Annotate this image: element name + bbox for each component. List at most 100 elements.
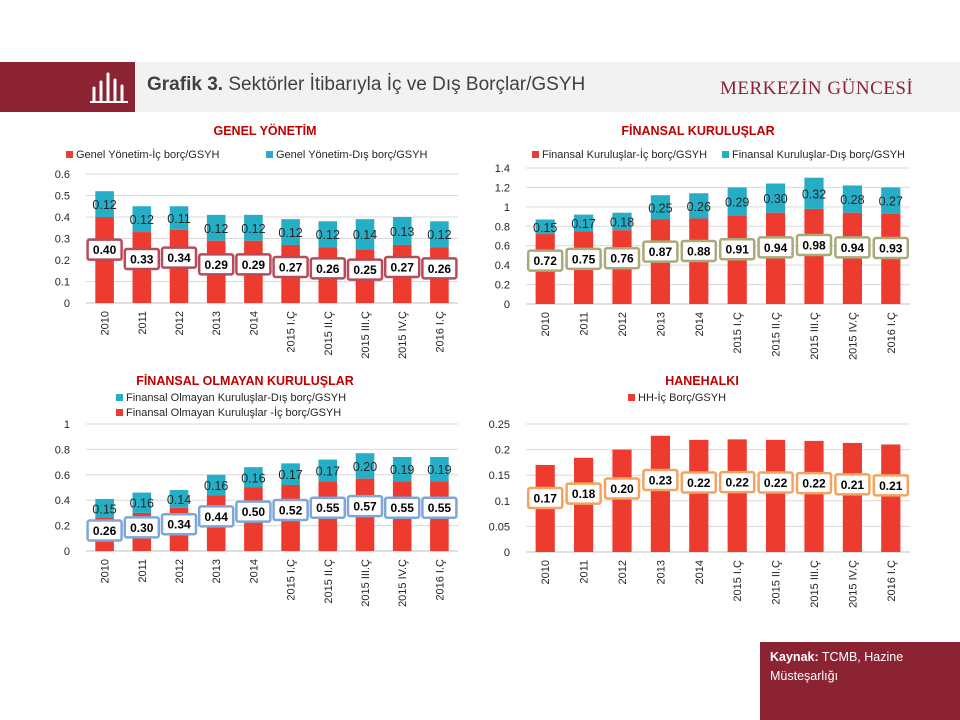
data-label: 0.34 — [167, 518, 191, 532]
data-label: 0.30 — [130, 521, 154, 535]
x-tick-label: 2015 I.Ç — [286, 559, 298, 601]
y-tick-label: 0.15 — [489, 470, 510, 482]
data-label: 0.19 — [390, 463, 414, 477]
legend-swatch — [722, 151, 729, 158]
data-label-box — [309, 496, 347, 519]
data-label: 0.18 — [610, 215, 634, 229]
data-label-box — [526, 486, 564, 510]
bar-segment-domestic — [727, 439, 747, 552]
x-tick-label: 2013 — [655, 560, 667, 584]
y-tick-label: 0 — [504, 547, 510, 559]
data-label-box — [718, 470, 756, 494]
bar-segment-external — [95, 498, 114, 518]
bar-segment-external — [95, 191, 114, 217]
y-tick-label: 1 — [504, 202, 510, 214]
data-label-box — [795, 471, 833, 495]
data-label-box — [680, 471, 718, 494]
bar-segment-external — [689, 193, 709, 219]
bar-segment-domestic — [650, 435, 670, 552]
bar-segment-external — [318, 459, 338, 482]
data-label: 0.44 — [205, 510, 229, 524]
data-label-box — [383, 255, 421, 279]
y-tick-label: 0.5 — [55, 191, 70, 203]
x-tick-label: 2015 II.Ç — [323, 311, 335, 356]
data-label: 0.29 — [242, 258, 266, 272]
x-tick-label: 2015 I.Ç — [286, 311, 298, 353]
data-label: 0.19 — [427, 463, 451, 477]
x-tick-label: 2011 — [137, 559, 149, 583]
x-tick-label: 2011 — [137, 311, 149, 335]
y-tick-label: 0.1 — [495, 496, 510, 508]
legend-swatch — [628, 394, 635, 401]
bar-segment-external — [355, 453, 375, 479]
data-label: 0.17 — [534, 492, 558, 506]
bar-segment-external — [430, 457, 449, 482]
data-label-box — [565, 482, 602, 505]
data-label-box — [272, 255, 309, 279]
y-tick-label: 0.6 — [495, 241, 510, 253]
data-label: 0.55 — [428, 501, 452, 515]
y-tick-label: 0.25 — [489, 419, 510, 431]
chart-genel-yonetim: GENEL YÖNETİM Genel Yönetim-İç borç/GSYH G… — [55, 123, 458, 359]
data-label: 0.18 — [572, 487, 596, 501]
x-tick-label: 2014 — [248, 311, 260, 335]
data-label: 0.30 — [763, 192, 787, 206]
data-label: 0.26 — [316, 262, 340, 276]
y-tick-label: 0.1 — [55, 277, 70, 289]
data-label: 0.21 — [841, 478, 865, 492]
bar-segment-domestic — [804, 440, 824, 552]
x-tick-label: 2011 — [579, 560, 591, 584]
data-label-box — [123, 516, 161, 539]
data-label: 0.13 — [390, 225, 414, 239]
x-tick-label: 2015 II.Ç — [771, 560, 783, 605]
bar-segment-external — [318, 221, 338, 248]
x-tick-label: 2015 II.Ç — [323, 559, 335, 604]
x-tick-label: 2015 I.Ç — [732, 560, 744, 602]
source-label: Kaynak: — [770, 650, 819, 664]
x-tick-label: 2013 — [211, 559, 223, 583]
data-label: 0.20 — [610, 482, 634, 496]
x-tick-label: 2015 III.Ç — [809, 312, 821, 360]
data-label: 0.28 — [840, 193, 864, 207]
data-label: 0.12 — [204, 222, 228, 236]
chart-title: FİNANSAL OLMAYAN KURULUŞLAR — [136, 373, 354, 388]
data-label: 0.72 — [534, 254, 558, 268]
x-tick-label: 2016 I.Ç — [886, 312, 898, 354]
bar-segment-external — [132, 206, 152, 233]
y-tick-label: 0 — [64, 298, 70, 310]
legend-label: Genel Yönetim-İç borç/GSYH — [76, 148, 220, 161]
bar-segment-external — [169, 206, 189, 230]
data-label-box — [86, 238, 123, 261]
x-tick-label: 2010 — [100, 311, 112, 335]
bar-segment-external — [804, 177, 824, 209]
bar-segment-external — [392, 457, 412, 482]
data-label-box — [160, 246, 198, 269]
data-label: 0.93 — [879, 241, 903, 255]
x-tick-label: 2012 — [174, 559, 186, 583]
x-tick-label: 2015 I.Ç — [732, 312, 744, 354]
x-tick-label: 2015 IV.Ç — [397, 311, 409, 359]
bar-segment-external — [244, 214, 263, 241]
bar-segment-external — [574, 214, 594, 232]
x-tick-label: 2015 II.Ç — [771, 312, 783, 357]
data-label-box — [197, 505, 235, 528]
data-label: 0.29 — [725, 196, 749, 210]
bar-segment-external — [355, 219, 375, 250]
legend-label: Genel Yönetim-Dış borç/GSYH — [276, 149, 427, 161]
chart-title: FİNANSAL KURULUŞLAR — [621, 123, 774, 138]
x-tick-label: 2012 — [174, 311, 186, 335]
x-tick-label: 2016 I.Ç — [886, 560, 898, 602]
data-label: 0.22 — [687, 476, 711, 490]
data-label-box — [757, 471, 794, 494]
data-label-box — [834, 236, 871, 259]
data-label-box — [872, 474, 910, 497]
data-label: 0.15 — [92, 502, 116, 516]
brand-logo-text: MERKEZİN GÜNCESİ — [720, 78, 914, 99]
y-tick-label: 1.4 — [495, 163, 510, 175]
x-tick-label: 2010 — [540, 312, 552, 336]
data-label: 0.57 — [353, 500, 377, 514]
data-label-box — [642, 468, 679, 492]
legend-swatch — [116, 394, 123, 401]
data-label-box — [526, 249, 564, 272]
x-tick-label: 2015 III.Ç — [360, 311, 372, 359]
